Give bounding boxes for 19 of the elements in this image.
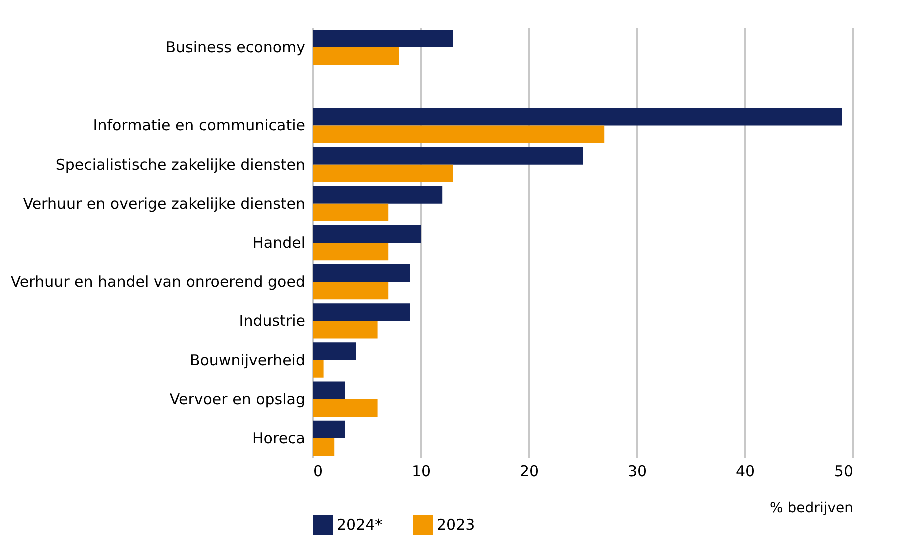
- x-axis-title: % bedrijven: [770, 500, 854, 516]
- y-tick-label: Informatie en communicatie: [93, 116, 306, 135]
- x-tick-label: 20: [520, 462, 540, 480]
- legend-label: 2023: [437, 516, 476, 534]
- y-tick-label: Handel: [252, 234, 306, 252]
- x-tick-label: 0: [314, 462, 324, 480]
- legend-label: 2024*: [337, 516, 384, 534]
- x-tick-label: 50: [834, 462, 854, 480]
- y-tick-label: Verhuur en handel van onroerend goed: [10, 273, 306, 292]
- x-tick-label: 40: [736, 462, 756, 480]
- y-tick-label: Industrie: [239, 312, 306, 330]
- x-tick-label: 30: [628, 462, 648, 480]
- y-tick-label: Business economy: [166, 38, 306, 57]
- y-tick-label: Vervoer en opslag: [170, 390, 306, 408]
- y-tick-label: Verhuur en overige zakelijke diensten: [23, 194, 306, 213]
- y-tick-label: Bouwnijverheid: [190, 351, 306, 370]
- y-tick-label: Horeca: [252, 429, 306, 448]
- y-tick-label: Specialistische zakelijke diensten: [56, 156, 306, 174]
- x-tick-label: 10: [412, 462, 432, 480]
